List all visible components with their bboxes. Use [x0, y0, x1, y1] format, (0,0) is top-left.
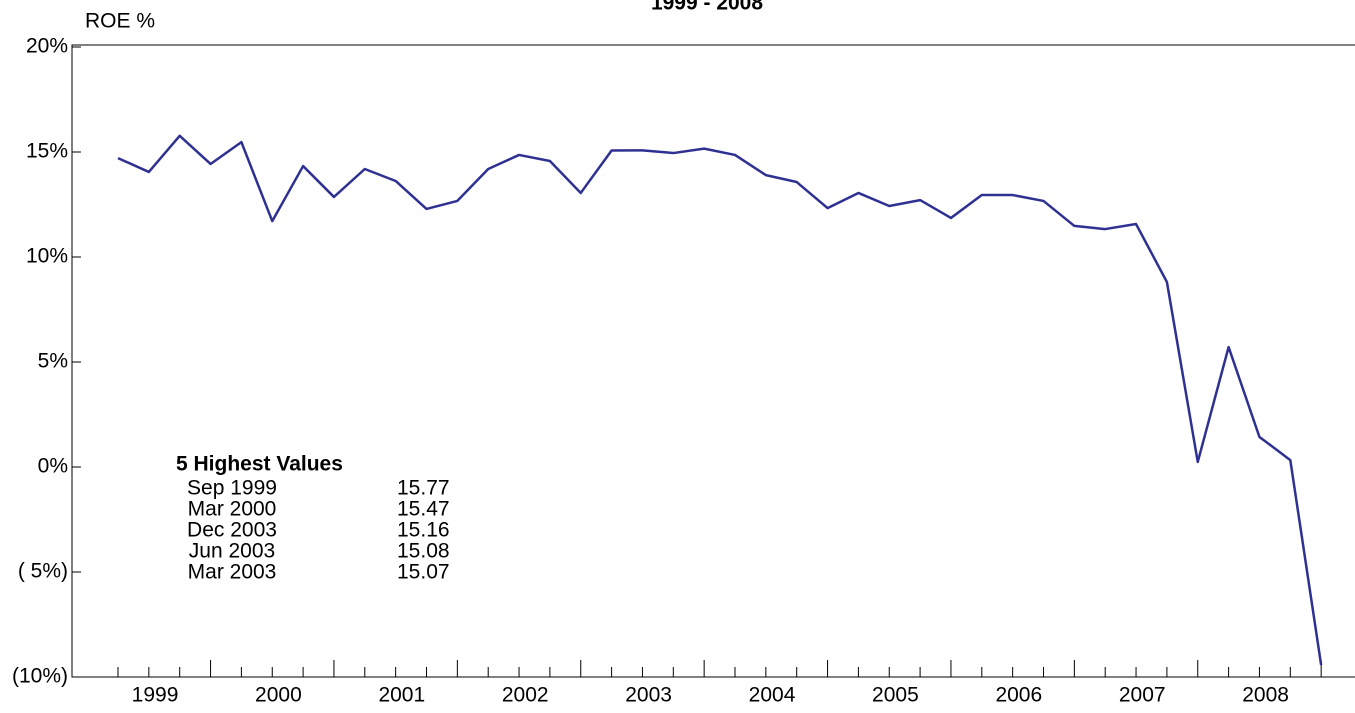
- y-tick-label: 15%: [26, 140, 68, 163]
- x-tick-label: 2002: [502, 684, 549, 707]
- x-tick-label: 2007: [1119, 684, 1166, 707]
- annotation-date: Mar 2000: [188, 498, 277, 521]
- x-tick-label: 2003: [625, 684, 672, 707]
- x-tick-label: 2004: [749, 684, 796, 707]
- annotation-value: 15.08: [397, 540, 450, 563]
- annotation-date: Mar 2003: [188, 561, 277, 584]
- y-tick-label: (10%): [12, 665, 68, 688]
- y-axis-label: ROE %: [85, 10, 155, 33]
- chart-title: 1999 - 2008: [651, 0, 763, 15]
- y-tick-label: 10%: [26, 245, 68, 268]
- plot-frame: [71, 44, 1355, 678]
- x-tick-label: 1999: [132, 684, 179, 707]
- annotation-title: 5 Highest Values: [176, 453, 343, 476]
- y-tick-label: ( 5%): [18, 560, 68, 583]
- y-tick-label: 5%: [38, 350, 68, 373]
- annotation-date: Dec 2003: [187, 519, 277, 542]
- x-tick-label: 2006: [995, 684, 1042, 707]
- data-line: [117, 134, 1323, 666]
- annotation-value: 15.07: [397, 561, 450, 584]
- annotation-date: Sep 1999: [187, 477, 277, 500]
- annotation-value: 15.16: [397, 519, 450, 542]
- x-tick-label: 2005: [872, 684, 919, 707]
- y-tick-label: 20%: [26, 35, 68, 58]
- x-tick-label: 2001: [378, 684, 425, 707]
- annotation-value: 15.77: [397, 477, 450, 500]
- x-tick-label: 2000: [255, 684, 302, 707]
- annotation-value: 15.47: [397, 498, 450, 521]
- x-tick-label: 2008: [1242, 684, 1289, 707]
- y-tick-label: 0%: [38, 455, 68, 478]
- annotation-date: Jun 2003: [189, 540, 275, 563]
